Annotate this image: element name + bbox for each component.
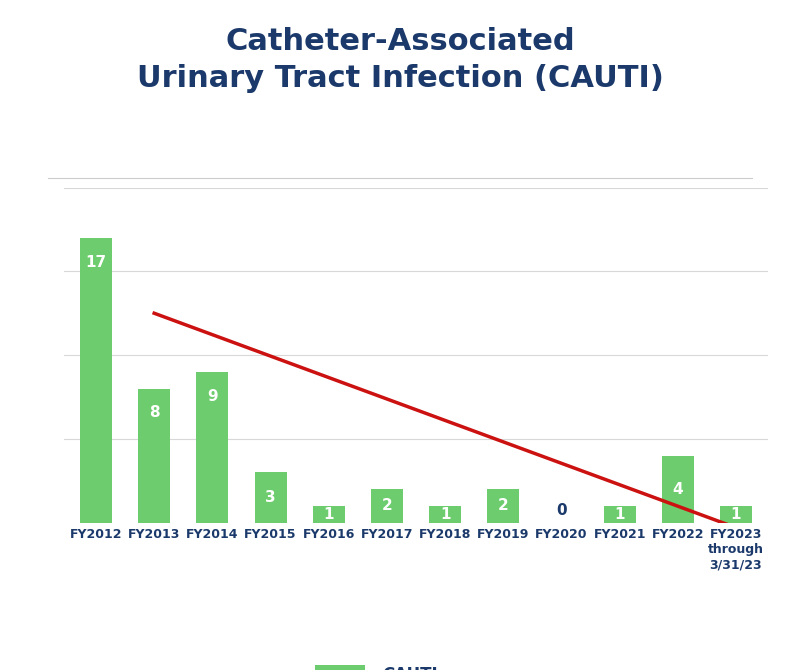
Legend: CAUTI, Linear (CAUTI): CAUTI, Linear (CAUTI) — [309, 658, 523, 670]
Bar — [313, 506, 345, 523]
Text: 4: 4 — [673, 482, 683, 496]
Text: Catheter-Associated
Urinary Tract Infection (CAUTI): Catheter-Associated Urinary Tract Infect… — [137, 27, 663, 93]
Bar — [138, 389, 170, 523]
Text: 1: 1 — [614, 507, 625, 522]
Text: 2: 2 — [498, 498, 509, 513]
Bar — [80, 238, 112, 523]
Text: 0: 0 — [556, 502, 566, 517]
Bar — [604, 506, 636, 523]
Text: 8: 8 — [149, 405, 159, 420]
Bar — [196, 372, 228, 523]
Text: 1: 1 — [323, 507, 334, 522]
Text: 1: 1 — [730, 507, 742, 522]
Text: 17: 17 — [86, 255, 106, 269]
Bar — [429, 506, 461, 523]
Bar — [487, 489, 519, 523]
Text: 9: 9 — [207, 389, 218, 403]
Bar — [254, 472, 286, 523]
Bar — [371, 489, 403, 523]
Text: 3: 3 — [266, 490, 276, 505]
Text: 1: 1 — [440, 507, 450, 522]
Bar — [720, 506, 752, 523]
Bar — [662, 456, 694, 523]
Text: 2: 2 — [382, 498, 392, 513]
